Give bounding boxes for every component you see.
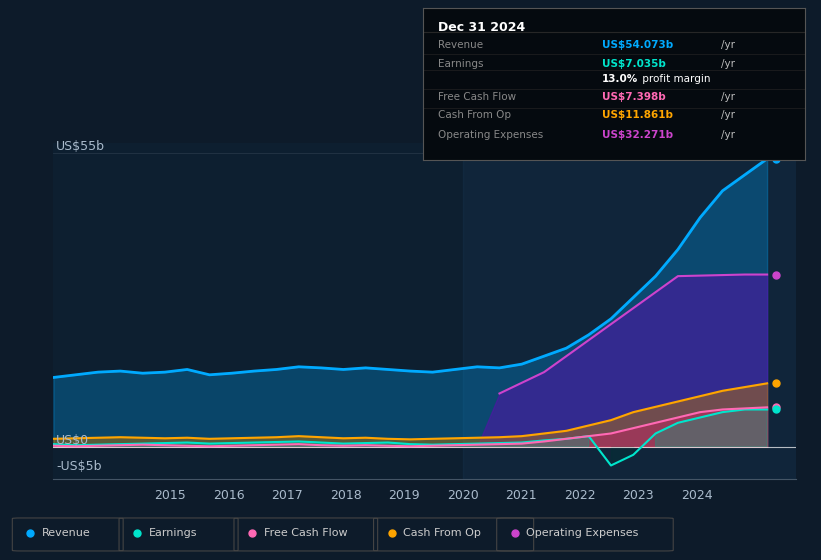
Text: Earnings: Earnings: [438, 59, 484, 68]
Text: Cash From Op: Cash From Op: [403, 529, 481, 538]
Text: Revenue: Revenue: [438, 40, 484, 50]
Text: US$55b: US$55b: [57, 141, 105, 153]
Text: US$54.073b: US$54.073b: [603, 40, 673, 50]
Text: Free Cash Flow: Free Cash Flow: [264, 529, 347, 538]
Bar: [463, 143, 821, 479]
Text: US$7.035b: US$7.035b: [603, 59, 666, 68]
Text: Dec 31 2024: Dec 31 2024: [438, 21, 525, 34]
Text: /yr: /yr: [721, 59, 735, 68]
Text: /yr: /yr: [721, 110, 735, 120]
Text: Revenue: Revenue: [42, 529, 90, 538]
Text: profit margin: profit margin: [639, 74, 710, 83]
Text: US$32.271b: US$32.271b: [603, 130, 673, 139]
Text: 13.0%: 13.0%: [603, 74, 639, 83]
Text: Operating Expenses: Operating Expenses: [438, 130, 544, 139]
Text: Operating Expenses: Operating Expenses: [526, 529, 639, 538]
Text: -US$5b: -US$5b: [57, 460, 102, 473]
Text: US$11.861b: US$11.861b: [603, 110, 673, 120]
Text: /yr: /yr: [721, 92, 735, 102]
Text: /yr: /yr: [721, 130, 735, 139]
Text: US$0: US$0: [57, 434, 89, 447]
Text: /yr: /yr: [721, 40, 735, 50]
Text: US$7.398b: US$7.398b: [603, 92, 666, 102]
Text: Earnings: Earnings: [149, 529, 197, 538]
Text: Free Cash Flow: Free Cash Flow: [438, 92, 516, 102]
Text: Cash From Op: Cash From Op: [438, 110, 511, 120]
